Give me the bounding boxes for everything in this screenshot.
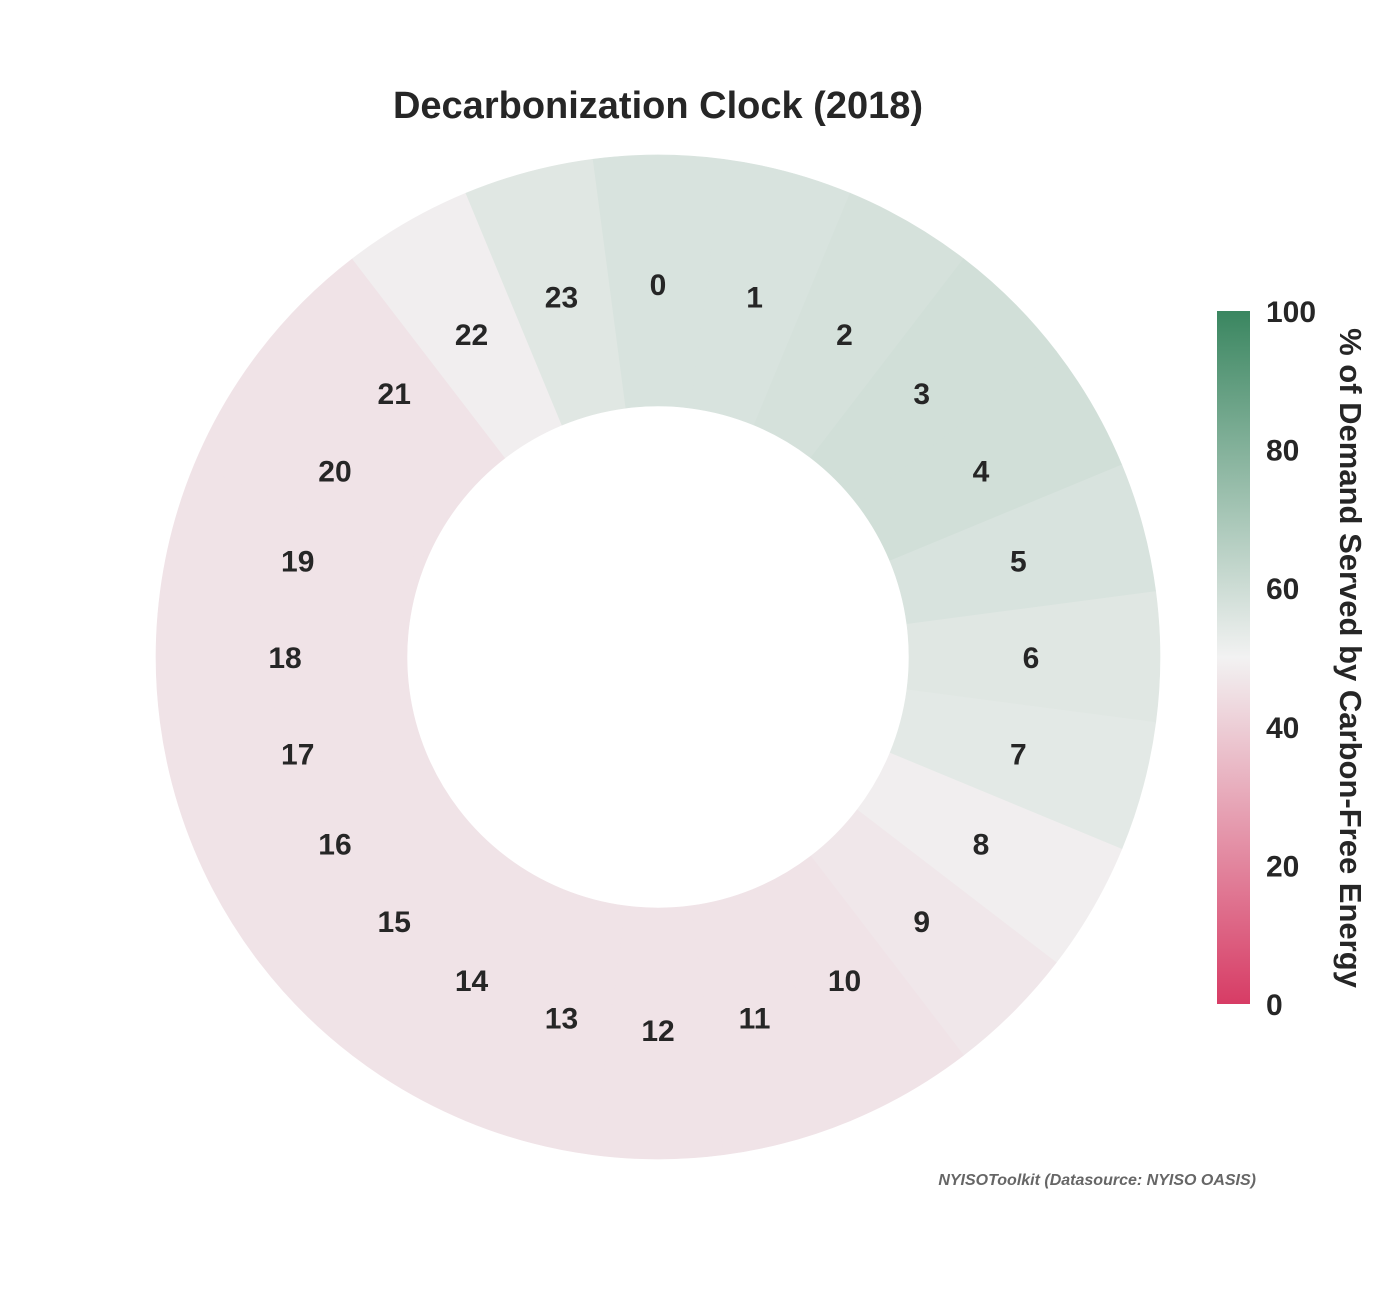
credit-text: NYISOToolkit (Datasource: NYISO OASIS) — [938, 1172, 1256, 1189]
hour-label-11: 11 — [739, 1002, 771, 1035]
hour-label-17: 17 — [281, 739, 314, 772]
colorbar-tick-40: 40 — [1266, 712, 1299, 745]
hour-label-4: 4 — [973, 456, 990, 489]
hour-label-12: 12 — [641, 1015, 674, 1048]
hour-label-23: 23 — [545, 282, 578, 315]
hour-label-7: 7 — [1010, 739, 1027, 772]
colorbar-bar — [1217, 311, 1250, 1004]
colorbar-tick-20: 20 — [1266, 850, 1299, 883]
colorbar: 0 20 40 60 80 100 % of Demand Served by Carbo… — [1217, 296, 1368, 1022]
colorbar-tick-80: 80 — [1266, 435, 1299, 468]
hour-label-22: 22 — [455, 319, 488, 352]
hour-label-0: 0 — [650, 269, 667, 302]
hour-segment-23 — [465, 158, 626, 426]
hour-label-10: 10 — [828, 965, 861, 998]
hour-label-20: 20 — [318, 456, 351, 489]
hour-label-21: 21 — [378, 378, 411, 411]
hour-label-19: 19 — [281, 545, 314, 578]
hour-label-5: 5 — [1010, 545, 1027, 578]
colorbar-label: % of Demand Served by Carbon-Free Energy — [1333, 328, 1368, 989]
hour-label-13: 13 — [545, 1002, 578, 1035]
colorbar-tick-60: 60 — [1266, 573, 1299, 606]
colorbar-tick-0: 0 — [1266, 989, 1283, 1022]
hour-label-6: 6 — [1023, 642, 1040, 675]
colorbar-ticks: 0 20 40 60 80 100 — [1266, 296, 1316, 1022]
chart-title: Decarbonization Clock (2018) — [393, 85, 923, 127]
hour-label-2: 2 — [836, 319, 853, 352]
hour-label-15: 15 — [378, 906, 411, 939]
hour-label-3: 3 — [913, 378, 930, 411]
colorbar-tick-100: 100 — [1266, 296, 1316, 329]
hour-label-1: 1 — [746, 282, 763, 315]
hour-label-9: 9 — [913, 906, 930, 939]
hour-label-16: 16 — [318, 829, 351, 862]
clock-ring — [155, 154, 1161, 1160]
hour-label-18: 18 — [268, 642, 301, 675]
hour-label-14: 14 — [455, 965, 489, 998]
hour-label-8: 8 — [973, 829, 990, 862]
